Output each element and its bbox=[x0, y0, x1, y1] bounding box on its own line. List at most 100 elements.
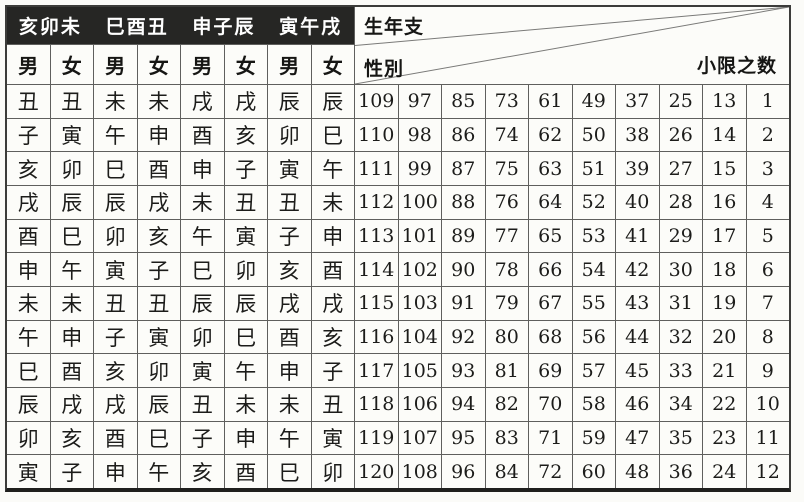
number-cell: 35 bbox=[659, 421, 702, 455]
number-cell: 97 bbox=[398, 85, 441, 118]
gender-header-cell-4: 男 bbox=[181, 45, 224, 84]
number-cell: 17 bbox=[703, 219, 746, 253]
number-cell: 65 bbox=[529, 219, 572, 253]
corner-header-cell: 生年支 性別 小限之数 bbox=[355, 7, 789, 84]
branch-cell: 亥 bbox=[137, 219, 180, 253]
branch-cell: 午 bbox=[224, 354, 267, 387]
branch-cell: 午 bbox=[181, 219, 224, 253]
number-cell: 78 bbox=[485, 253, 528, 286]
number-cell: 8 bbox=[746, 320, 789, 354]
number-cell: 91 bbox=[442, 287, 485, 320]
number-cell: 111 bbox=[355, 152, 398, 185]
number-cell: 84 bbox=[485, 455, 528, 488]
branch-cell: 午 bbox=[137, 455, 180, 488]
number-cell: 107 bbox=[398, 421, 441, 455]
branch-cell: 辰 bbox=[268, 85, 311, 118]
branch-cell: 辰 bbox=[137, 388, 180, 421]
number-cell: 83 bbox=[485, 421, 528, 455]
number-cell: 46 bbox=[616, 388, 659, 421]
number-cell: 7 bbox=[746, 287, 789, 320]
branch-cell: 丑 bbox=[7, 85, 50, 118]
number-cell: 69 bbox=[529, 354, 572, 387]
branch-cell: 巳 bbox=[311, 118, 354, 152]
branch-cell: 亥 bbox=[311, 320, 354, 354]
gender-header-cell-1: 女 bbox=[50, 45, 93, 84]
branch-cell: 申 bbox=[181, 152, 224, 185]
diagonal-split-lines bbox=[355, 7, 789, 84]
number-cell: 55 bbox=[572, 287, 615, 320]
number-cell: 15 bbox=[703, 152, 746, 185]
branch-cell: 亥 bbox=[50, 421, 93, 455]
number-cell: 50 bbox=[572, 118, 615, 152]
number-cell: 34 bbox=[659, 388, 702, 421]
branch-cell: 丑 bbox=[268, 186, 311, 219]
number-cell: 58 bbox=[572, 388, 615, 421]
number-cell: 73 bbox=[485, 85, 528, 118]
number-cell: 56 bbox=[572, 320, 615, 354]
number-cell: 68 bbox=[529, 320, 572, 354]
branch-cell: 戌 bbox=[137, 186, 180, 219]
branch-cell: 酉 bbox=[137, 152, 180, 185]
number-cell: 101 bbox=[398, 219, 441, 253]
branch-cell: 酉 bbox=[268, 320, 311, 354]
gender-label: 性別 bbox=[364, 58, 405, 80]
branch-cell: 辰 bbox=[181, 287, 224, 320]
number-cell: 102 bbox=[398, 253, 441, 286]
branch-cell: 卯 bbox=[7, 421, 50, 455]
branch-cell: 丑 bbox=[224, 186, 267, 219]
number-cell: 86 bbox=[442, 118, 485, 152]
gender-header-cell-7: 女 bbox=[311, 45, 354, 84]
number-cell: 52 bbox=[572, 186, 615, 219]
number-cell: 100 bbox=[398, 186, 441, 219]
branch-cell: 戌 bbox=[94, 388, 137, 421]
number-cell: 48 bbox=[616, 455, 659, 488]
number-cell: 59 bbox=[572, 421, 615, 455]
number-cell: 62 bbox=[529, 118, 572, 152]
number-cell: 99 bbox=[398, 152, 441, 185]
trine-group-header-band: 亥卯未 巳酉丑 申子辰 寅午戌 bbox=[7, 7, 354, 44]
number-cell: 120 bbox=[355, 455, 398, 488]
branch-cell: 子 bbox=[311, 354, 354, 387]
number-cell: 51 bbox=[572, 152, 615, 185]
number-cell: 31 bbox=[659, 287, 702, 320]
number-cell: 33 bbox=[659, 354, 702, 387]
number-cell: 4 bbox=[746, 186, 789, 219]
number-cell: 98 bbox=[398, 118, 441, 152]
number-cell: 43 bbox=[616, 287, 659, 320]
branch-cell: 寅 bbox=[224, 219, 267, 253]
number-cell: 14 bbox=[703, 118, 746, 152]
number-cell: 109 bbox=[355, 85, 398, 118]
branch-cell: 巳 bbox=[268, 455, 311, 488]
number-cell: 74 bbox=[485, 118, 528, 152]
branch-cell: 子 bbox=[94, 320, 137, 354]
number-cell: 66 bbox=[529, 253, 572, 286]
branch-cell: 子 bbox=[181, 421, 224, 455]
number-cell: 117 bbox=[355, 354, 398, 387]
branch-cell: 午 bbox=[268, 421, 311, 455]
branch-cell: 午 bbox=[50, 253, 93, 286]
trine-group-header-2: 申子辰 bbox=[192, 16, 256, 38]
branch-cell: 午 bbox=[94, 118, 137, 152]
branch-cell: 丑 bbox=[137, 287, 180, 320]
branch-cell: 酉 bbox=[94, 421, 137, 455]
number-cell: 64 bbox=[529, 186, 572, 219]
branch-cell: 寅 bbox=[50, 118, 93, 152]
number-cell: 60 bbox=[572, 455, 615, 488]
number-cell: 42 bbox=[616, 253, 659, 286]
branch-cell: 寅 bbox=[268, 152, 311, 185]
number-cell: 70 bbox=[529, 388, 572, 421]
number-cell: 72 bbox=[529, 455, 572, 488]
branch-cell: 巳 bbox=[94, 152, 137, 185]
number-cell: 20 bbox=[703, 320, 746, 354]
number-cell: 110 bbox=[355, 118, 398, 152]
branch-cell: 寅 bbox=[7, 455, 50, 488]
number-cell: 88 bbox=[442, 186, 485, 219]
number-cell: 26 bbox=[659, 118, 702, 152]
branch-cell: 酉 bbox=[224, 455, 267, 488]
branch-cell: 戌 bbox=[181, 85, 224, 118]
branch-cell: 卯 bbox=[268, 118, 311, 152]
number-cell: 12 bbox=[746, 455, 789, 488]
gender-header-cell-6: 男 bbox=[268, 45, 311, 84]
number-cell: 63 bbox=[529, 152, 572, 185]
number-cell: 41 bbox=[616, 219, 659, 253]
